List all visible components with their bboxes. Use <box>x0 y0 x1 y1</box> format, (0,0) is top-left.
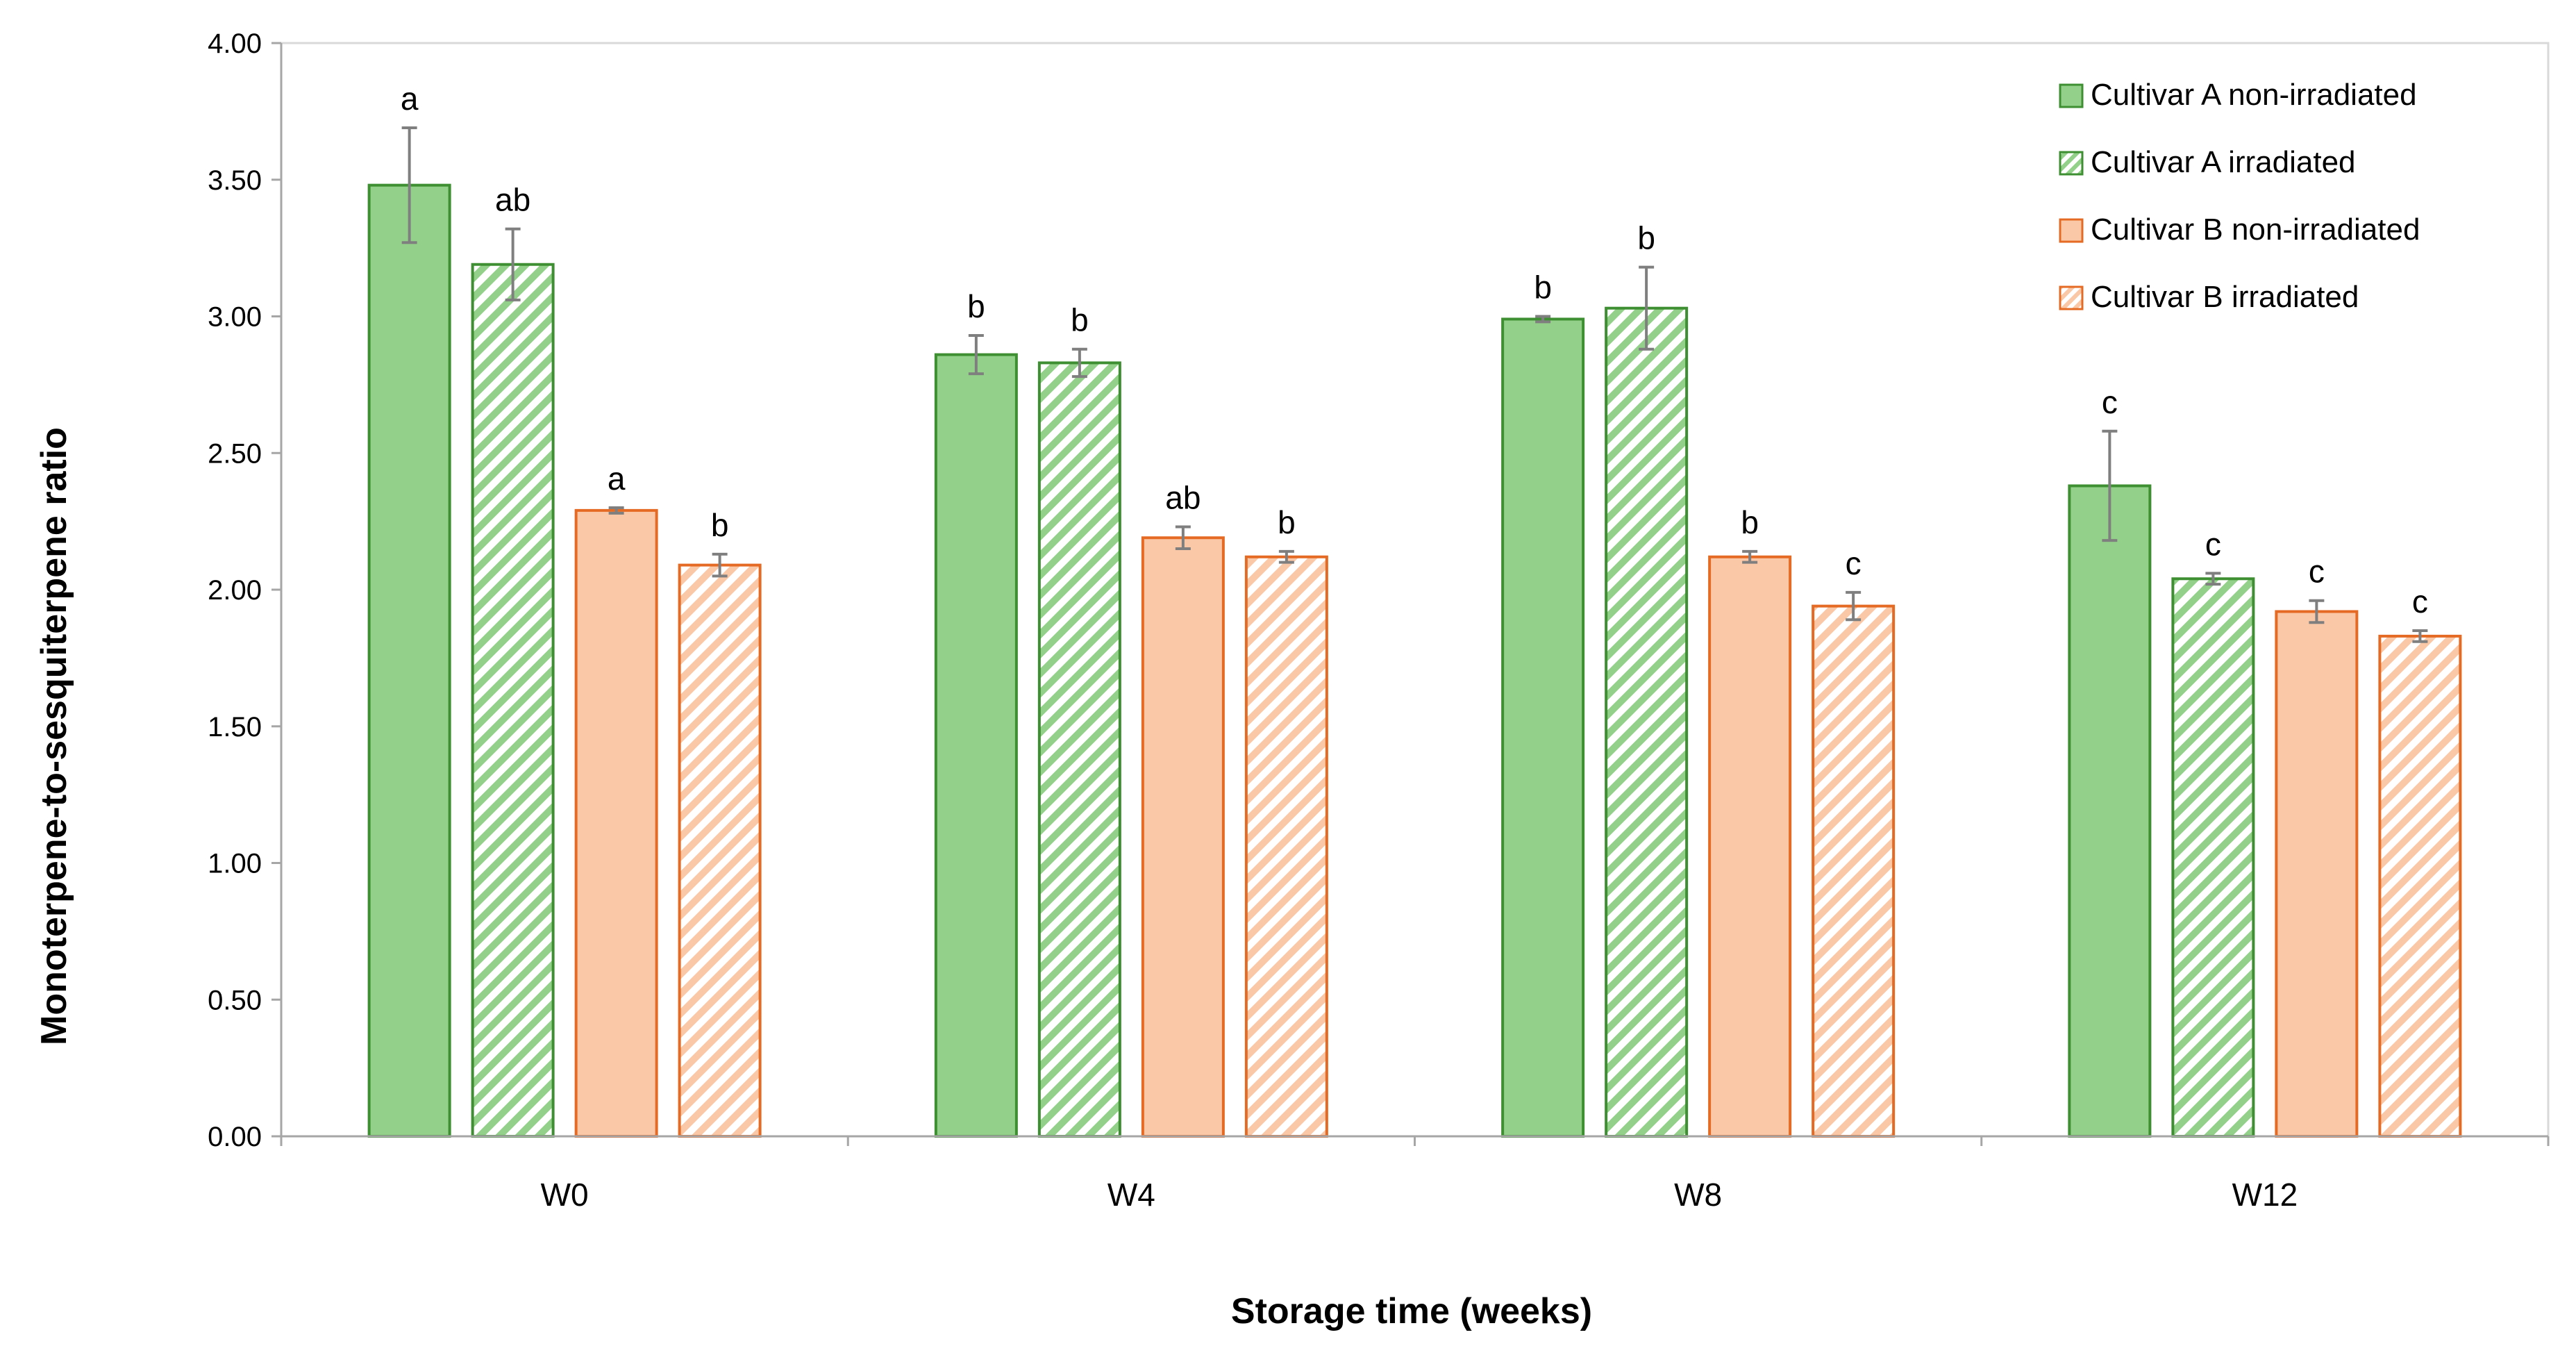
y-tick-label: 4.00 <box>208 28 262 59</box>
y-axis: 0.00 0.50 1.00 1.50 2.00 2.50 3.00 3.50 4.00 <box>208 28 283 1152</box>
bars-layer <box>367 183 2462 1138</box>
significance-letter: c <box>2309 554 2325 590</box>
bar <box>471 263 555 1138</box>
y-tick-label: 1.50 <box>208 712 262 742</box>
bar <box>1244 555 1328 1138</box>
significance-letter: c <box>1846 545 1862 581</box>
bar <box>1605 306 1689 1138</box>
significance-letter: c <box>2412 583 2428 620</box>
y-tick-label: 3.50 <box>208 165 262 196</box>
bar <box>1037 361 1121 1138</box>
legend-label: Cultivar A irradiated <box>2091 145 2356 179</box>
significance-letter: b <box>1637 220 1655 256</box>
legend-swatch <box>2059 218 2084 243</box>
bar <box>2378 634 2462 1138</box>
significance-letter: a <box>608 460 626 497</box>
bar <box>574 508 658 1138</box>
bar <box>2275 610 2359 1138</box>
legend-swatch <box>2059 151 2084 176</box>
y-tick-label: 0.00 <box>208 1122 262 1152</box>
y-tick-label: 0.50 <box>208 985 262 1015</box>
legend-swatch <box>2059 285 2084 310</box>
significance-letter: c <box>2102 384 2118 420</box>
bar <box>934 353 1018 1138</box>
bar <box>2171 577 2255 1138</box>
bar <box>678 563 762 1138</box>
significance-letter: ab <box>495 182 530 218</box>
legend-swatch <box>2059 83 2084 108</box>
x-tick-label: W4 <box>1107 1177 1155 1213</box>
significance-letter: ab <box>1165 479 1201 515</box>
bar <box>1812 604 1896 1138</box>
bar <box>2068 484 2152 1138</box>
legend: Cultivar A non-irradiated Cultivar A irra… <box>2059 78 2420 314</box>
y-tick-label: 2.00 <box>208 575 262 606</box>
significance-letter: b <box>1741 504 1759 540</box>
x-axis: W0 W4 W8 W12 <box>280 1135 2550 1213</box>
significance-letter: b <box>1278 504 1296 540</box>
bar <box>1501 317 1585 1138</box>
error-bars-layer <box>401 126 2428 643</box>
legend-label: Cultivar A non-irradiated <box>2091 78 2417 112</box>
x-axis-title: Storage time (weeks) <box>1231 1291 1592 1331</box>
y-axis-title: Monoterpene-to-sesquiterpene ratio <box>34 427 74 1045</box>
x-tick-label: W0 <box>541 1177 589 1213</box>
significance-letter: c <box>2205 526 2221 562</box>
significance-letter: b <box>1071 302 1089 338</box>
significance-letter: a <box>401 81 419 117</box>
significance-letter: b <box>1534 269 1552 306</box>
bar <box>1708 555 1792 1138</box>
y-tick-label: 3.00 <box>208 302 262 333</box>
bar <box>1141 536 1225 1138</box>
y-tick-label: 1.00 <box>208 849 262 879</box>
bar <box>367 183 451 1138</box>
significance-letter: b <box>711 507 729 543</box>
legend-label: Cultivar B irradiated <box>2091 280 2359 314</box>
significance-letter: b <box>967 288 985 324</box>
x-tick-label: W12 <box>2232 1177 2298 1213</box>
y-tick-label: 2.50 <box>208 438 262 469</box>
legend-label: Cultivar B non-irradiated <box>2091 213 2420 247</box>
x-tick-label: W8 <box>1674 1177 1722 1213</box>
